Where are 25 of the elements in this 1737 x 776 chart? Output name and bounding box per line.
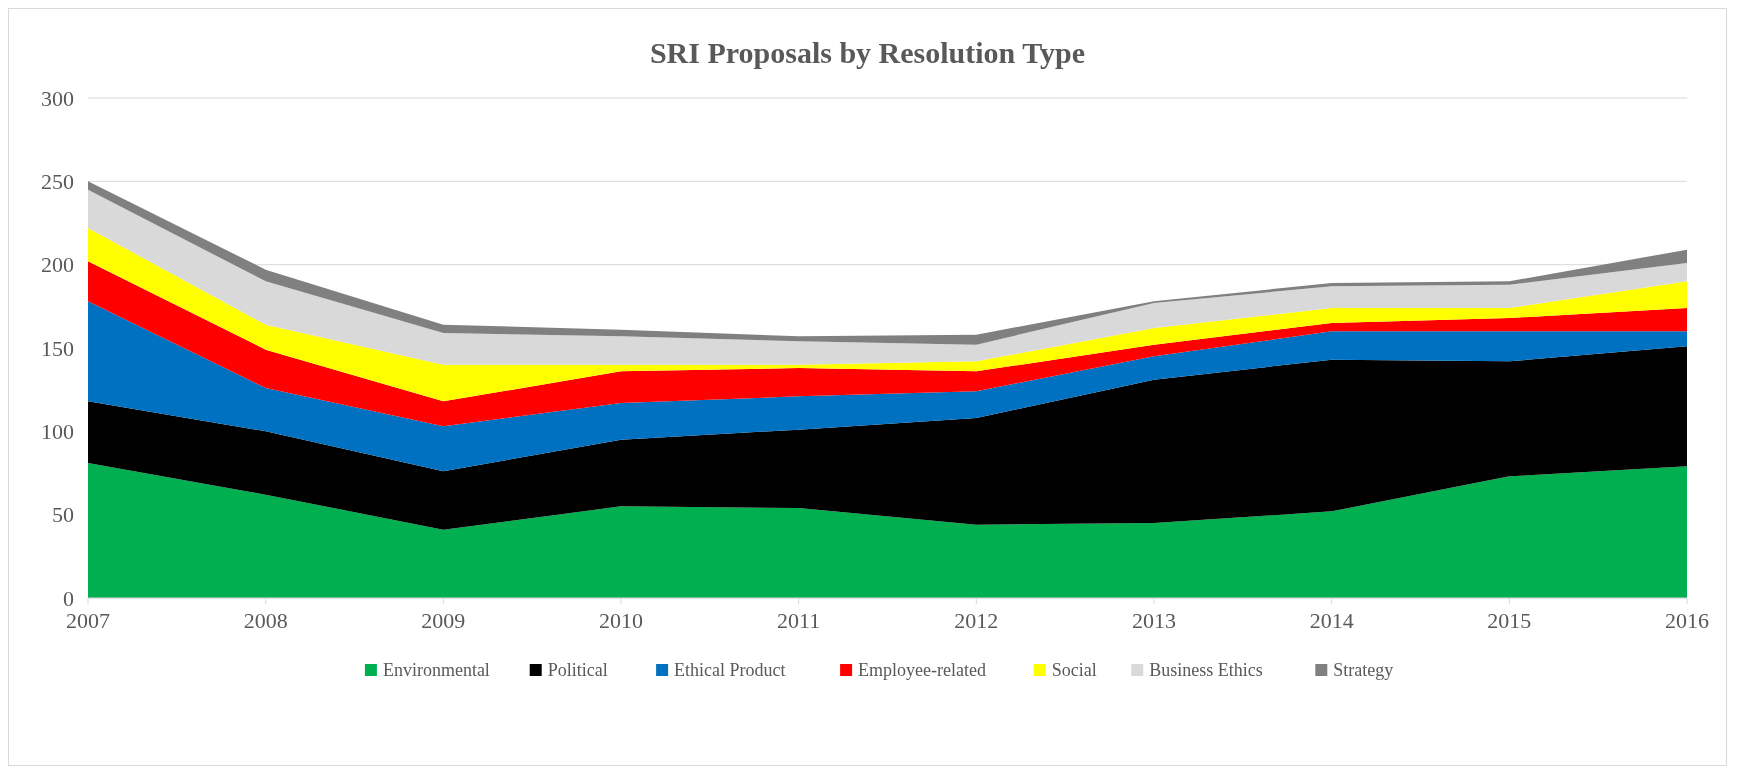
chart-title: SRI Proposals by Resolution Type	[649, 36, 1086, 69]
legend-label: Political	[547, 660, 608, 681]
legend-label: Business Ethics	[1149, 660, 1263, 681]
x-tick-label: 2016	[1665, 608, 1709, 633]
legend-label: Employee-related	[858, 660, 987, 681]
legend-label: Environmental	[382, 660, 490, 681]
x-tick-label: 2010	[599, 608, 643, 633]
x-tick-label: 2009	[421, 608, 466, 633]
x-tick-label: 2011	[777, 608, 821, 633]
y-tick-label: 200	[41, 252, 74, 278]
y-tick-label: 300	[41, 85, 74, 111]
x-tick-label: 2015	[1487, 608, 1532, 633]
y-tick-label: 250	[41, 169, 74, 195]
legend-label: Ethical Product	[674, 660, 786, 681]
x-tick-label: 2013	[1132, 608, 1176, 633]
y-tick-label: 0	[63, 585, 74, 611]
y-tick-label: 150	[41, 335, 74, 361]
x-tick-label: 2008	[243, 608, 288, 633]
legend-label: Social	[1051, 660, 1097, 681]
legend-label: Strategy	[1333, 660, 1394, 681]
y-tick-label: 100	[41, 419, 74, 445]
y-tick-label: 50	[52, 502, 74, 528]
x-tick-label: 2012	[954, 608, 999, 633]
x-tick-label: 2014	[1309, 608, 1354, 633]
x-tick-label: 2007	[66, 608, 110, 633]
